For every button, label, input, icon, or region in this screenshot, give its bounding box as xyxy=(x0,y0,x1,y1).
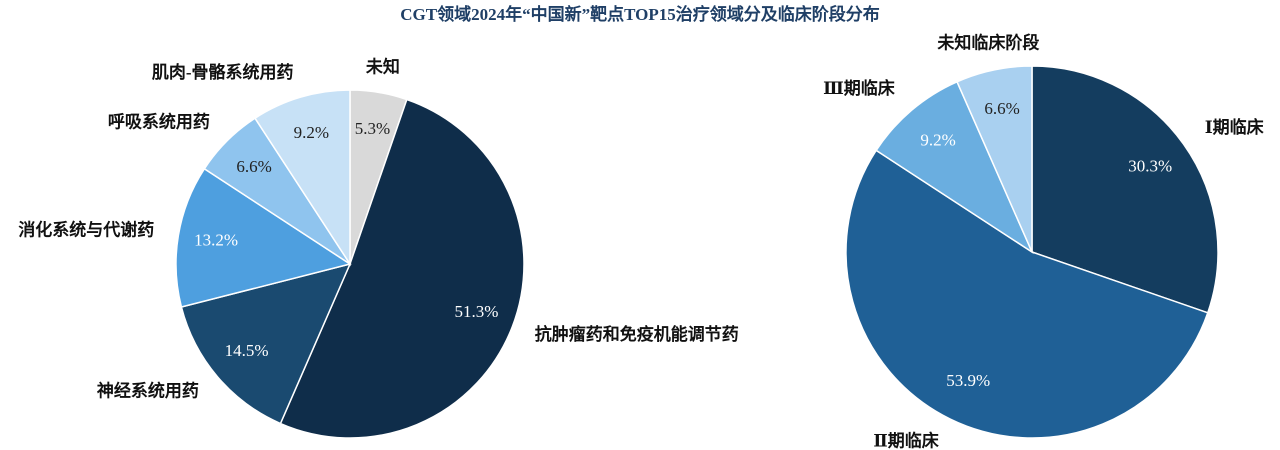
value-label: 6.6% xyxy=(984,99,1019,118)
pie-slice xyxy=(845,149,1209,439)
category-label: Ⅱ期临床 xyxy=(873,430,939,450)
value-label: 9.2% xyxy=(920,130,955,149)
pie-slice xyxy=(875,80,1034,255)
category-label: 抗肿瘤药和免疫机能调节药 xyxy=(535,324,739,344)
value-label: 30.3% xyxy=(1128,157,1172,176)
pie-slice xyxy=(180,262,352,425)
category-label: 神经系统用药 xyxy=(97,380,199,400)
value-label: 53.9% xyxy=(946,371,990,390)
pie-slice xyxy=(279,98,525,439)
value-label: 9.2% xyxy=(294,123,329,142)
value-label: 13.2% xyxy=(194,231,238,250)
category-label: Ⅲ期临床 xyxy=(823,78,896,98)
pie-slice xyxy=(1031,65,1219,314)
category-label: 消化系统与代谢药 xyxy=(18,219,154,239)
value-label: 6.6% xyxy=(236,157,271,176)
category-label: 未知临床阶段 xyxy=(936,32,1039,52)
category-label: 未知 xyxy=(365,56,400,76)
pie-slice xyxy=(253,89,351,267)
value-label: 14.5% xyxy=(225,341,269,360)
value-label: 5.3% xyxy=(355,119,390,138)
chart-title: CGT领域2024年“中国新”靶点TOP15治疗领域分及临床阶段分布 xyxy=(400,4,879,24)
pie-slice xyxy=(956,65,1033,253)
category-label: Ⅰ期临床 xyxy=(1205,117,1265,137)
pie-slice xyxy=(175,167,352,308)
category-label: 肌肉-骨骼系统用药 xyxy=(152,62,294,82)
category-label: 呼吸系统用药 xyxy=(108,112,210,132)
value-label: 51.3% xyxy=(454,302,498,321)
